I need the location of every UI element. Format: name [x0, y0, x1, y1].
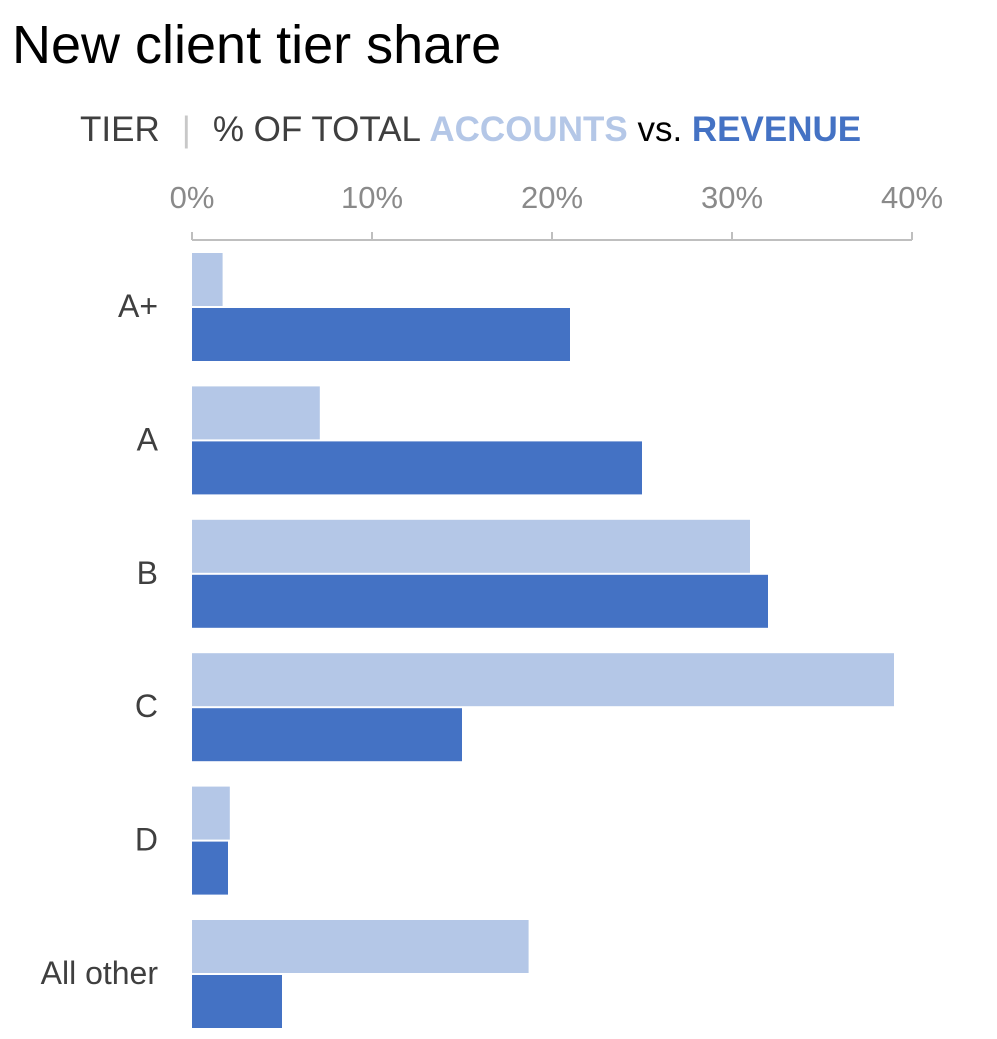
category-label: B: [137, 555, 158, 591]
bar-revenue: [192, 574, 768, 628]
x-tick-label: 40%: [881, 180, 943, 215]
subtitle-vs: vs.: [637, 110, 683, 149]
bar-accounts: [192, 519, 750, 573]
subtitle-tier-label: TIER: [80, 110, 160, 149]
subtitle-separator: |: [181, 110, 191, 149]
x-tick-label: 0%: [170, 180, 215, 215]
bar-revenue: [192, 441, 642, 495]
bar-revenue: [192, 708, 462, 762]
chart-title: New client tier share: [12, 15, 502, 75]
bar-accounts: [192, 653, 894, 707]
category-label: All other: [41, 955, 159, 991]
chart-subtitle: TIER | % OF TOTAL ACCOUNTS vs. REVENUE: [80, 108, 861, 152]
category-label: C: [135, 688, 158, 724]
legend-accounts: ACCOUNTS: [429, 110, 628, 149]
bar-revenue: [192, 841, 228, 895]
x-tick-label: 20%: [521, 180, 583, 215]
category-label: D: [135, 822, 158, 858]
bar-revenue: [192, 308, 570, 361]
bar-accounts: [192, 786, 230, 840]
x-tick-label: 30%: [701, 180, 763, 215]
bar-revenue: [192, 975, 282, 1028]
category-label: A+: [118, 288, 158, 324]
legend-revenue: REVENUE: [691, 110, 862, 149]
x-tick-label: 10%: [341, 180, 403, 215]
bar-accounts: [192, 920, 529, 973]
bar-accounts: [192, 253, 223, 306]
subtitle-prefix: % OF TOTAL: [212, 110, 420, 149]
bar-accounts: [192, 386, 320, 440]
category-label: A: [137, 421, 159, 457]
